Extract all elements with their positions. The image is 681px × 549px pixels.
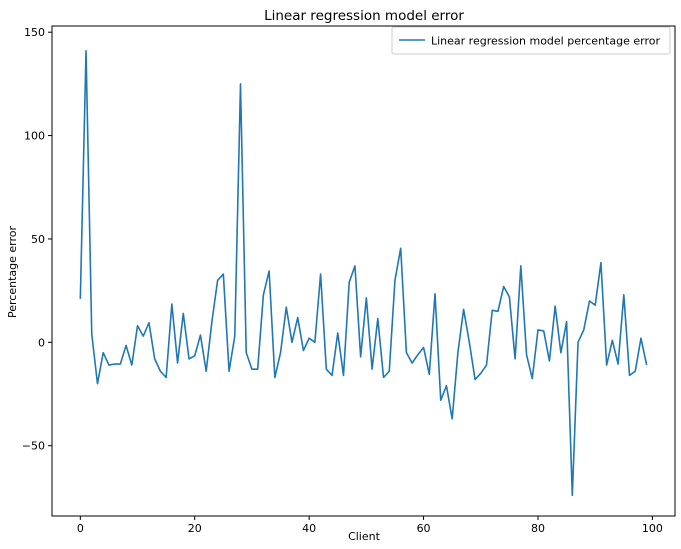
legend: Linear regression model percentage error [391, 26, 671, 55]
x-tick-label: 20 [188, 522, 202, 535]
y-tick-label: 150 [24, 26, 45, 39]
y-tick-label: 0 [38, 336, 45, 349]
x-axis-label: Client [348, 530, 381, 543]
y-tick-label: 50 [31, 233, 45, 246]
plot-area-frame [51, 25, 676, 517]
x-tick-label: 0 [77, 522, 84, 535]
x-tick-label: 60 [417, 522, 431, 535]
x-tick-label: 80 [531, 522, 545, 535]
y-tick-label: −50 [22, 440, 45, 453]
x-tick-label: 100 [642, 522, 663, 535]
x-tick-label: 40 [302, 522, 316, 535]
y-tick-label: 100 [24, 130, 45, 143]
series-line-percentage-error [79, 50, 648, 497]
legend-label: Linear regression model percentage error [431, 35, 660, 48]
y-axis-ticks: −50 0 50 100 150 [22, 26, 52, 453]
x-axis-ticks: 0 20 40 60 80 100 [77, 516, 663, 535]
legend-box [391, 26, 671, 55]
chart-title: Linear regression model error [264, 8, 464, 24]
y-axis-label: Percentage error [6, 226, 19, 318]
